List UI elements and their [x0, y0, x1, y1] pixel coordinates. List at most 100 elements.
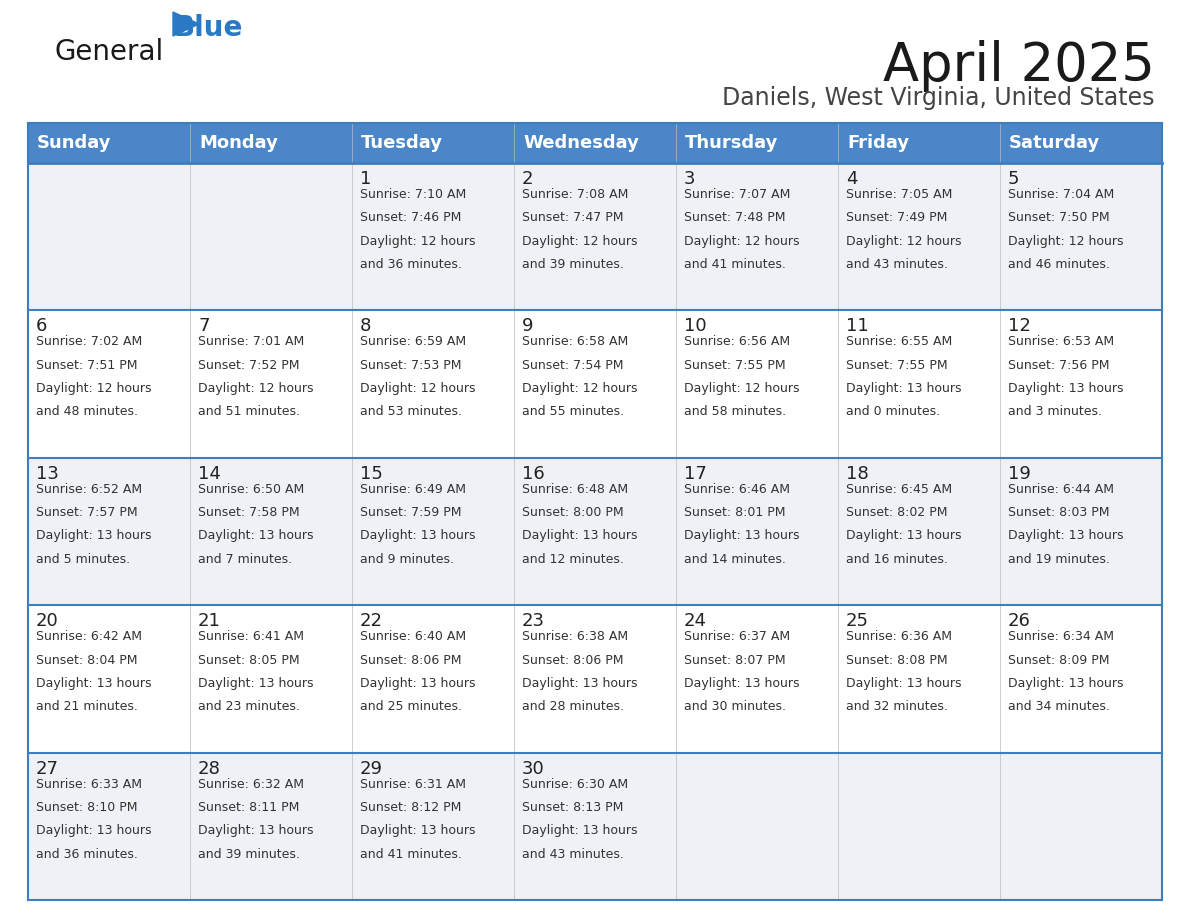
Text: Sunset: 7:57 PM: Sunset: 7:57 PM: [36, 506, 138, 520]
Text: Daylight: 13 hours: Daylight: 13 hours: [36, 824, 152, 837]
Text: 11: 11: [846, 318, 868, 335]
Text: and 53 minutes.: and 53 minutes.: [360, 406, 462, 419]
Text: Sunset: 7:50 PM: Sunset: 7:50 PM: [1007, 211, 1110, 224]
Bar: [190, 123, 352, 163]
Text: Sunset: 8:02 PM: Sunset: 8:02 PM: [846, 506, 948, 520]
Text: 29: 29: [360, 759, 383, 778]
Text: and 43 minutes.: and 43 minutes.: [522, 847, 624, 860]
Text: Daylight: 13 hours: Daylight: 13 hours: [198, 824, 314, 837]
Text: 27: 27: [36, 759, 59, 778]
Text: Daylight: 13 hours: Daylight: 13 hours: [522, 677, 638, 689]
Text: and 16 minutes.: and 16 minutes.: [846, 553, 948, 565]
Text: Sunset: 8:03 PM: Sunset: 8:03 PM: [1007, 506, 1110, 520]
Bar: [352, 123, 514, 163]
Bar: [1000, 123, 1162, 163]
Bar: [190, 458, 352, 605]
Bar: [676, 753, 838, 900]
Bar: [1000, 458, 1162, 605]
Text: Sunrise: 6:46 AM: Sunrise: 6:46 AM: [684, 483, 790, 496]
Text: Sunset: 7:55 PM: Sunset: 7:55 PM: [684, 359, 785, 372]
Text: Daylight: 13 hours: Daylight: 13 hours: [360, 530, 475, 543]
Text: and 39 minutes.: and 39 minutes.: [198, 847, 299, 860]
Text: and 14 minutes.: and 14 minutes.: [684, 553, 786, 565]
Bar: [29, 605, 190, 753]
Text: Daylight: 12 hours: Daylight: 12 hours: [684, 382, 800, 395]
Text: April 2025: April 2025: [883, 40, 1155, 92]
Text: Sunset: 8:08 PM: Sunset: 8:08 PM: [846, 654, 948, 666]
Text: and 19 minutes.: and 19 minutes.: [1007, 553, 1110, 565]
Bar: [352, 163, 514, 310]
Text: Sunset: 7:52 PM: Sunset: 7:52 PM: [198, 359, 299, 372]
Text: 15: 15: [360, 465, 383, 483]
Text: and 51 minutes.: and 51 minutes.: [198, 406, 301, 419]
Text: Sunrise: 7:04 AM: Sunrise: 7:04 AM: [1007, 188, 1114, 201]
Text: Daylight: 13 hours: Daylight: 13 hours: [360, 824, 475, 837]
Text: 22: 22: [360, 612, 383, 630]
Text: Daylight: 13 hours: Daylight: 13 hours: [360, 677, 475, 689]
Bar: [838, 605, 1000, 753]
Bar: [352, 753, 514, 900]
Text: Sunset: 8:07 PM: Sunset: 8:07 PM: [684, 654, 785, 666]
Text: Daylight: 12 hours: Daylight: 12 hours: [1007, 235, 1124, 248]
Text: 7: 7: [198, 318, 209, 335]
Bar: [352, 458, 514, 605]
Text: and 46 minutes.: and 46 minutes.: [1007, 258, 1110, 271]
Text: and 41 minutes.: and 41 minutes.: [684, 258, 786, 271]
Text: 3: 3: [684, 170, 695, 188]
Text: Sunset: 7:51 PM: Sunset: 7:51 PM: [36, 359, 138, 372]
Bar: [352, 310, 514, 458]
Bar: [838, 753, 1000, 900]
Text: Sunrise: 6:33 AM: Sunrise: 6:33 AM: [36, 778, 143, 790]
Text: Blue: Blue: [173, 14, 242, 42]
Text: 24: 24: [684, 612, 707, 630]
Text: Sunset: 8:05 PM: Sunset: 8:05 PM: [198, 654, 299, 666]
Text: Thursday: Thursday: [685, 134, 778, 152]
Text: Sunset: 7:47 PM: Sunset: 7:47 PM: [522, 211, 624, 224]
Bar: [838, 163, 1000, 310]
Text: 17: 17: [684, 465, 707, 483]
Text: 5: 5: [1007, 170, 1019, 188]
Text: and 25 minutes.: and 25 minutes.: [360, 700, 462, 713]
Text: and 5 minutes.: and 5 minutes.: [36, 553, 131, 565]
Text: Daylight: 12 hours: Daylight: 12 hours: [846, 235, 961, 248]
Bar: [190, 310, 352, 458]
Text: 4: 4: [846, 170, 858, 188]
Text: Daylight: 13 hours: Daylight: 13 hours: [684, 530, 800, 543]
Text: Daylight: 13 hours: Daylight: 13 hours: [684, 677, 800, 689]
Bar: [29, 310, 190, 458]
Text: and 21 minutes.: and 21 minutes.: [36, 700, 138, 713]
Bar: [676, 458, 838, 605]
Bar: [676, 310, 838, 458]
Text: 13: 13: [36, 465, 59, 483]
Text: Sunrise: 6:55 AM: Sunrise: 6:55 AM: [846, 335, 953, 349]
Text: Daylight: 13 hours: Daylight: 13 hours: [1007, 530, 1124, 543]
Text: 6: 6: [36, 318, 48, 335]
Text: and 43 minutes.: and 43 minutes.: [846, 258, 948, 271]
Text: Sunrise: 6:56 AM: Sunrise: 6:56 AM: [684, 335, 790, 349]
Text: Sunset: 7:59 PM: Sunset: 7:59 PM: [360, 506, 461, 520]
Text: and 34 minutes.: and 34 minutes.: [1007, 700, 1110, 713]
Text: Sunset: 8:13 PM: Sunset: 8:13 PM: [522, 800, 624, 814]
Text: and 36 minutes.: and 36 minutes.: [36, 847, 138, 860]
Text: Sunrise: 6:50 AM: Sunrise: 6:50 AM: [198, 483, 304, 496]
Text: Sunrise: 6:48 AM: Sunrise: 6:48 AM: [522, 483, 628, 496]
Text: Daylight: 13 hours: Daylight: 13 hours: [846, 530, 961, 543]
Bar: [838, 458, 1000, 605]
Text: 18: 18: [846, 465, 868, 483]
Text: and 55 minutes.: and 55 minutes.: [522, 406, 624, 419]
Text: and 39 minutes.: and 39 minutes.: [522, 258, 624, 271]
Text: Sunset: 7:58 PM: Sunset: 7:58 PM: [198, 506, 299, 520]
Text: Sunset: 8:09 PM: Sunset: 8:09 PM: [1007, 654, 1110, 666]
Text: Sunrise: 7:08 AM: Sunrise: 7:08 AM: [522, 188, 628, 201]
Text: and 32 minutes.: and 32 minutes.: [846, 700, 948, 713]
Text: 21: 21: [198, 612, 221, 630]
Text: Sunset: 8:06 PM: Sunset: 8:06 PM: [360, 654, 461, 666]
Bar: [1000, 310, 1162, 458]
Text: Saturday: Saturday: [1009, 134, 1100, 152]
Bar: [514, 605, 676, 753]
Text: 8: 8: [360, 318, 372, 335]
Bar: [1000, 753, 1162, 900]
Text: and 28 minutes.: and 28 minutes.: [522, 700, 624, 713]
Text: Daylight: 12 hours: Daylight: 12 hours: [684, 235, 800, 248]
Text: 20: 20: [36, 612, 58, 630]
